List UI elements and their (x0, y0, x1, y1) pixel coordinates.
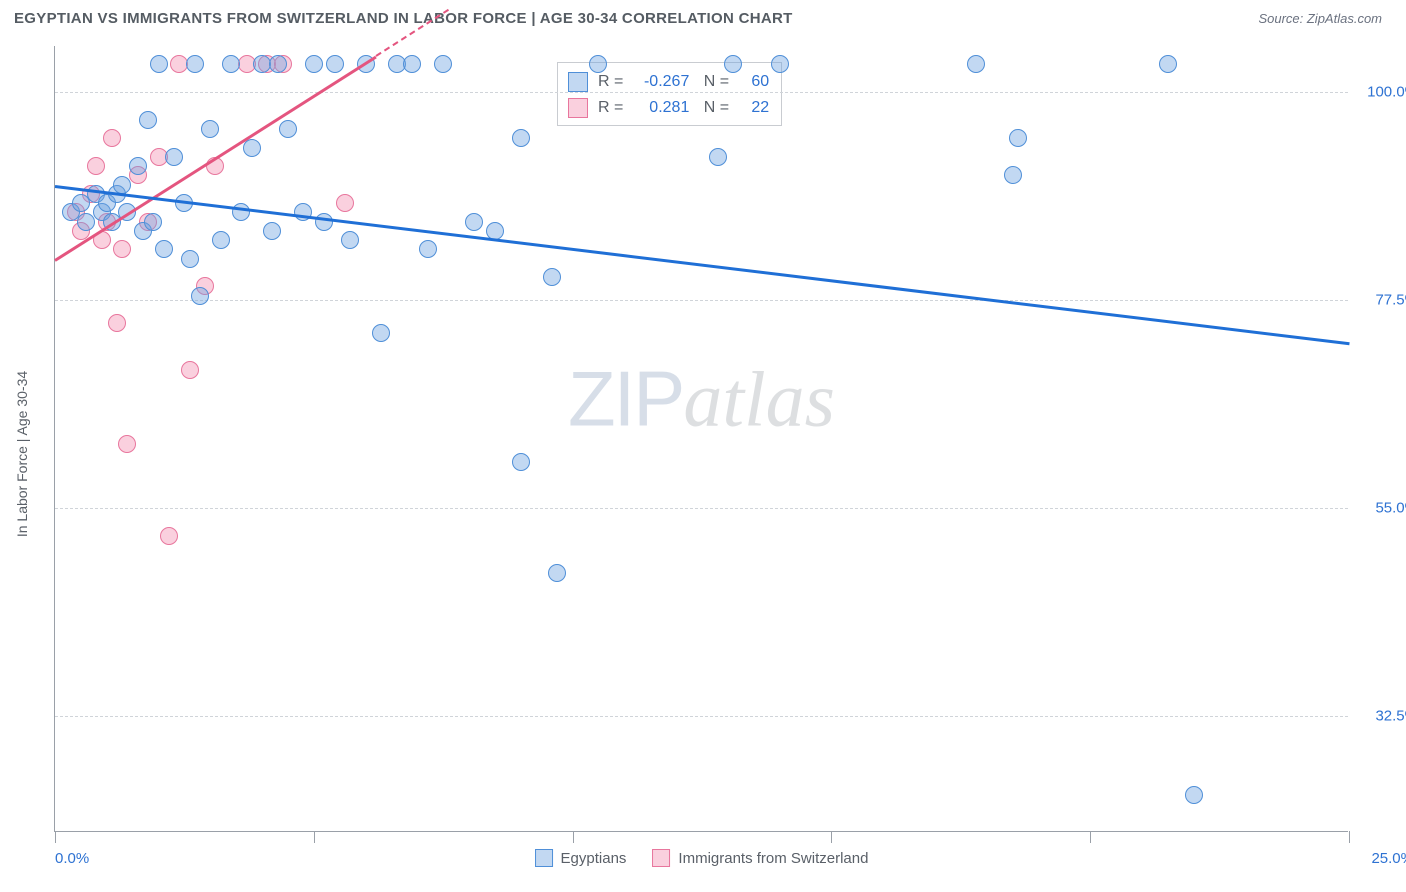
data-point-blue (1009, 129, 1027, 147)
data-point-blue (222, 55, 240, 73)
data-point-blue (129, 157, 147, 175)
data-point-blue (113, 176, 131, 194)
data-point-pink (108, 314, 126, 332)
r-value-blue: -0.267 (633, 69, 689, 95)
data-point-blue (724, 55, 742, 73)
data-point-blue (201, 120, 219, 138)
series-legend: Egyptians Immigrants from Switzerland (535, 849, 869, 867)
data-point-blue (465, 213, 483, 231)
data-point-pink (336, 194, 354, 212)
data-point-blue (212, 231, 230, 249)
data-point-blue (1185, 786, 1203, 804)
data-point-blue (326, 55, 344, 73)
data-point-blue (305, 55, 323, 73)
legend-label: Immigrants from Switzerland (678, 850, 868, 867)
source-attribution: Source: ZipAtlas.com (1258, 11, 1382, 26)
scatter-plot-area: ZIPatlas R = -0.267 N = 60 R = 0.281 N =… (54, 46, 1348, 832)
data-point-blue (263, 222, 281, 240)
correlation-legend: R = -0.267 N = 60 R = 0.281 N = 22 (557, 62, 782, 126)
data-point-blue (186, 55, 204, 73)
data-point-blue (150, 55, 168, 73)
trend-line (54, 55, 377, 261)
data-point-blue (512, 129, 530, 147)
data-point-blue (139, 111, 157, 129)
data-point-blue (269, 55, 287, 73)
data-point-blue (341, 231, 359, 249)
data-point-blue (372, 324, 390, 342)
y-axis-label: In Labor Force | Age 30-34 (14, 371, 30, 537)
x-tick (573, 831, 574, 843)
gridline (55, 92, 1348, 93)
swatch-pink (568, 98, 588, 118)
legend-item: Egyptians (535, 849, 627, 867)
data-point-blue (191, 287, 209, 305)
legend-swatch (535, 849, 553, 867)
chart-header: EGYPTIAN VS IMMIGRANTS FROM SWITZERLAND … (0, 0, 1406, 35)
y-tick-label: 32.5% (1358, 708, 1406, 725)
y-tick-label: 100.0% (1358, 84, 1406, 101)
data-point-pink (87, 157, 105, 175)
data-point-blue (279, 120, 297, 138)
data-point-pink (113, 240, 131, 258)
data-point-blue (1159, 55, 1177, 73)
legend-swatch (652, 849, 670, 867)
data-point-blue (548, 564, 566, 582)
x-tick (314, 831, 315, 843)
gridline (55, 300, 1348, 301)
swatch-blue (568, 72, 588, 92)
data-point-blue (144, 213, 162, 231)
y-tick-label: 55.0% (1358, 500, 1406, 517)
x-tick (55, 831, 56, 843)
x-axis-origin-label: 0.0% (55, 850, 89, 867)
data-point-blue (419, 240, 437, 258)
data-point-blue (967, 55, 985, 73)
data-point-blue (434, 55, 452, 73)
n-value-blue: 60 (739, 69, 769, 95)
data-point-pink (181, 361, 199, 379)
gridline (55, 508, 1348, 509)
data-point-blue (512, 453, 530, 471)
chart-container: In Labor Force | Age 30-34 ZIPatlas R = … (46, 46, 1390, 846)
x-tick (831, 831, 832, 843)
data-point-blue (543, 268, 561, 286)
x-axis-end-label: 25.0% (1371, 850, 1406, 867)
data-point-pink (160, 527, 178, 545)
data-point-blue (315, 213, 333, 231)
y-tick-label: 77.5% (1358, 292, 1406, 309)
data-point-pink (118, 435, 136, 453)
legend-row-pink: R = 0.281 N = 22 (568, 95, 769, 121)
data-point-blue (165, 148, 183, 166)
trend-line (55, 185, 1349, 345)
x-tick (1090, 831, 1091, 843)
data-point-blue (589, 55, 607, 73)
data-point-blue (709, 148, 727, 166)
legend-label: Egyptians (561, 850, 627, 867)
n-value-pink: 22 (739, 95, 769, 121)
data-point-blue (403, 55, 421, 73)
x-tick (1349, 831, 1350, 843)
chart-title: EGYPTIAN VS IMMIGRANTS FROM SWITZERLAND … (14, 10, 793, 27)
data-point-blue (181, 250, 199, 268)
legend-item: Immigrants from Switzerland (652, 849, 868, 867)
watermark: ZIPatlas (568, 354, 835, 445)
r-value-pink: 0.281 (633, 95, 689, 121)
data-point-pink (103, 129, 121, 147)
data-point-blue (1004, 166, 1022, 184)
data-point-blue (771, 55, 789, 73)
gridline (55, 716, 1348, 717)
data-point-blue (155, 240, 173, 258)
